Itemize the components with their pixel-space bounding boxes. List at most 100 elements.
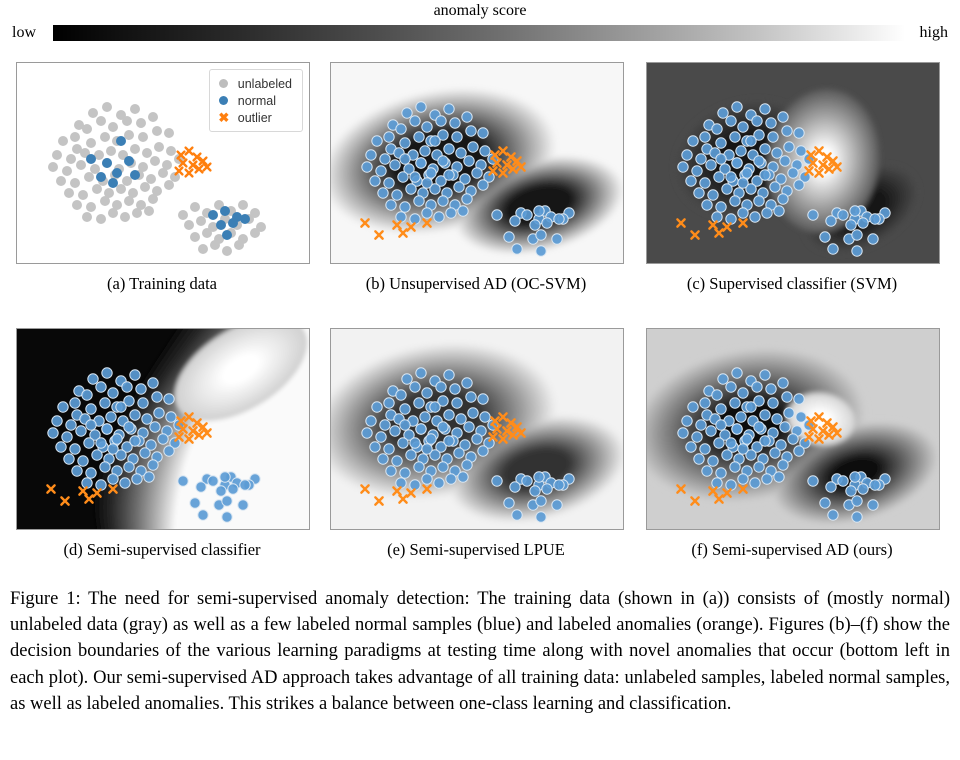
caption-panel-b: (b) Unsupervised AD (OC-SVM)	[365, 274, 587, 293]
data-point-normal	[119, 477, 131, 489]
data-point-unlabeled	[198, 244, 208, 254]
colorbar: low high	[0, 22, 960, 44]
data-point-normal	[399, 201, 411, 213]
data-point-normal	[461, 111, 473, 123]
data-point-normal	[135, 383, 147, 395]
data-point-normal	[737, 177, 749, 189]
data-point-normal	[399, 153, 411, 165]
data-point-normal	[867, 233, 879, 245]
data-point-normal	[369, 441, 381, 453]
data-point-normal	[477, 179, 489, 191]
data-point-normal	[124, 156, 134, 166]
data-point-outlier	[804, 432, 814, 442]
data-point-normal	[851, 245, 863, 257]
data-point-normal	[115, 401, 127, 413]
data-point-normal	[837, 209, 849, 221]
data-point-normal	[477, 445, 489, 457]
data-point-normal	[129, 369, 141, 381]
data-point-normal	[503, 231, 515, 243]
panel-e-plot	[331, 329, 623, 529]
colorbar-low-label: low	[12, 24, 36, 41]
data-point-normal	[687, 135, 699, 147]
data-point-normal	[737, 207, 749, 219]
data-point-normal	[157, 433, 169, 445]
data-point-normal	[777, 193, 789, 205]
data-point-normal	[383, 443, 395, 455]
data-point-outlier	[808, 158, 818, 168]
data-point-normal	[837, 475, 849, 487]
data-point-normal	[371, 135, 383, 147]
data-point-unlabeled	[52, 150, 62, 160]
data-point-normal	[453, 181, 465, 193]
data-point-normal	[443, 103, 455, 115]
data-point-normal	[395, 123, 407, 135]
data-point-normal	[71, 465, 83, 477]
data-point-normal	[219, 471, 231, 483]
data-point-normal	[793, 127, 805, 139]
figure-caption: Figure 1: The need for semi-supervised a…	[10, 589, 950, 714]
data-point-normal	[483, 437, 495, 449]
data-point-normal	[141, 413, 153, 425]
data-point-outlier	[374, 230, 384, 240]
data-point-normal	[511, 509, 523, 521]
data-point-normal	[715, 467, 727, 479]
data-point-normal	[781, 125, 793, 137]
data-point-unlabeled	[136, 200, 146, 210]
data-point-outlier	[60, 496, 70, 506]
data-point-normal	[765, 117, 777, 129]
data-point-normal	[437, 195, 449, 207]
data-point-normal	[463, 155, 475, 167]
data-point-normal	[799, 171, 811, 183]
data-point-normal	[435, 441, 447, 453]
data-point-normal	[443, 143, 455, 155]
data-point-normal	[443, 369, 455, 381]
data-point-normal	[389, 159, 401, 171]
data-point-normal	[717, 107, 729, 119]
data-point-outlier	[406, 488, 416, 498]
data-point-unlabeled	[158, 168, 168, 178]
data-point-unlabeled	[76, 160, 86, 170]
data-point-outlier	[46, 484, 56, 494]
data-point-unlabeled	[234, 240, 244, 250]
data-point-normal	[719, 429, 731, 441]
data-point-outlier	[92, 488, 102, 498]
data-point-normal	[435, 175, 447, 187]
data-point-outlier	[516, 162, 526, 172]
data-point-normal	[163, 445, 175, 457]
data-point-normal	[453, 447, 465, 459]
data-point-normal	[465, 125, 477, 137]
data-point-normal	[137, 397, 149, 409]
data-point-outlier	[174, 166, 184, 176]
data-point-normal	[413, 195, 425, 207]
data-point-normal	[222, 230, 232, 240]
data-point-normal	[461, 459, 473, 471]
data-point-normal	[471, 167, 483, 179]
data-point-normal	[521, 475, 533, 487]
data-point-outlier	[198, 422, 208, 432]
data-point-normal	[69, 443, 81, 455]
data-point-normal	[753, 395, 765, 407]
data-point-normal	[751, 175, 763, 187]
data-point-normal	[397, 437, 409, 449]
data-point-normal	[735, 145, 747, 157]
data-point-outlier	[188, 426, 198, 436]
data-point-normal	[403, 163, 415, 175]
data-point-normal	[455, 147, 467, 159]
legend-label-normal: normal	[237, 93, 276, 108]
data-point-normal	[695, 153, 707, 165]
data-point-normal	[491, 475, 503, 487]
data-point-normal	[779, 421, 791, 433]
data-point-outlier	[188, 160, 198, 170]
data-point-outlier	[176, 416, 186, 426]
data-point-normal	[753, 195, 765, 207]
data-point-unlabeled	[56, 176, 66, 186]
data-point-normal	[741, 433, 753, 445]
data-point-normal	[825, 215, 837, 227]
data-point-normal	[541, 483, 553, 495]
data-point-outlier	[738, 484, 748, 494]
data-point-normal	[759, 369, 771, 381]
caption-panel-c: (c) Supervised classifier (SVM)	[686, 274, 898, 293]
data-point-normal	[403, 429, 415, 441]
data-point-normal	[435, 115, 447, 127]
data-point-unlabeled	[166, 146, 176, 156]
